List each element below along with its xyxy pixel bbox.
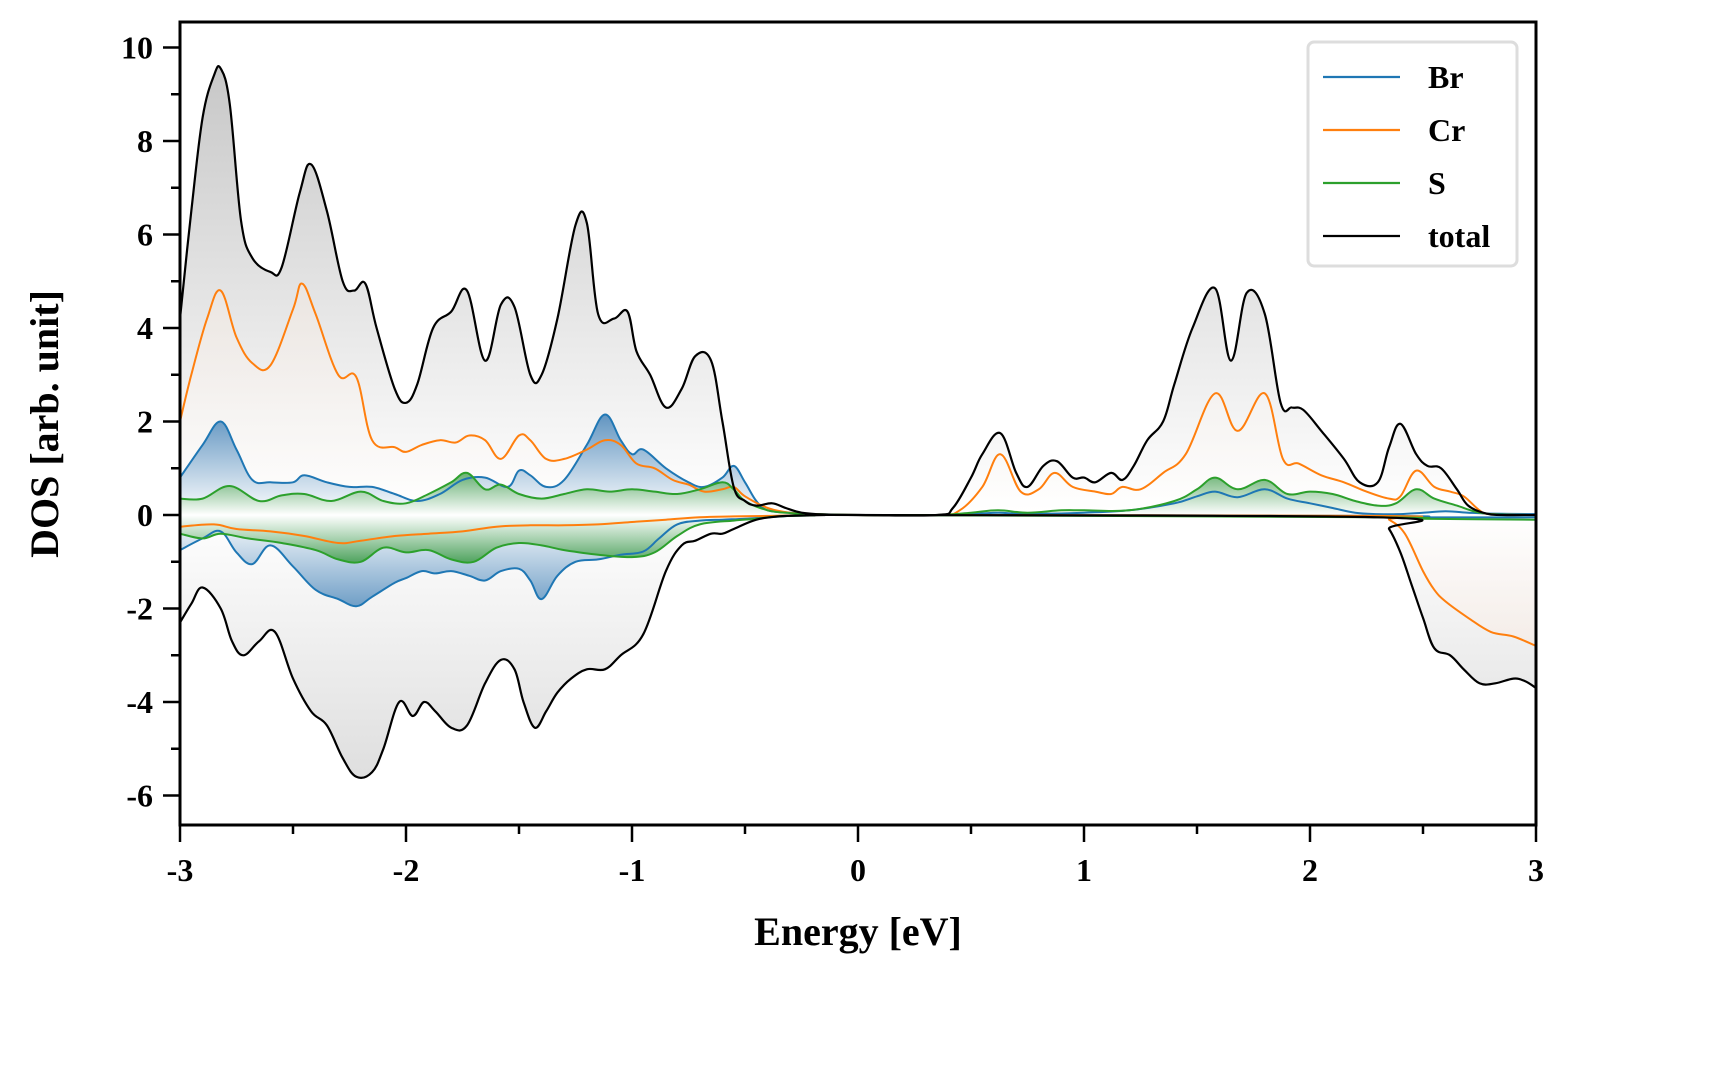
y-tick-label: 2 xyxy=(137,404,153,440)
cr-spin-down-line xyxy=(180,513,1536,647)
cr-spin-up-fill xyxy=(180,283,1536,516)
x-tick-label: 3 xyxy=(1528,852,1544,888)
legend-item-cr: Cr xyxy=(1323,112,1465,148)
total-spin-down-line xyxy=(180,513,1536,779)
y-tick-label: 6 xyxy=(137,217,153,253)
x-tick-label: 1 xyxy=(1076,852,1092,888)
legend-item-total: total xyxy=(1323,218,1490,254)
br-spin-up-fill xyxy=(180,414,1536,516)
legend-item-br: Br xyxy=(1323,59,1464,95)
x-axis-ticks: -3 -2 -1 0 1 2 3 xyxy=(167,825,1544,888)
s-spin-up-line xyxy=(180,471,1536,517)
total-spin-down-fill xyxy=(180,514,1536,778)
s-spin-up-fill xyxy=(180,472,1536,516)
legend-item-s: S xyxy=(1323,165,1446,201)
legend-label: total xyxy=(1428,218,1490,254)
legend-label: S xyxy=(1428,165,1446,201)
x-axis-label: Energy [eV] xyxy=(754,909,962,954)
x-tick-label: 2 xyxy=(1302,852,1318,888)
series-fills xyxy=(180,66,1536,778)
x-tick-label: -2 xyxy=(393,852,420,888)
y-tick-label: -4 xyxy=(126,684,153,720)
y-tick-label: -2 xyxy=(126,591,153,627)
x-tick-label: -1 xyxy=(619,852,646,888)
x-tick-label: -3 xyxy=(167,852,194,888)
total-spin-up-line xyxy=(180,65,1536,517)
legend-frame xyxy=(1306,40,1519,268)
y-tick-label: 4 xyxy=(137,310,153,346)
series-lines xyxy=(180,65,1536,779)
y-tick-label: 10 xyxy=(121,30,153,66)
y-tick-label: -6 xyxy=(126,778,153,814)
y-axis-ticks: -6 -4 -2 0 2 4 6 8 10 xyxy=(121,30,180,814)
total-spin-up-fill xyxy=(180,66,1536,516)
x-tick-label: 0 xyxy=(850,852,866,888)
cr-spin-up-line xyxy=(180,282,1536,517)
y-axis-label: DOS [arb. unit] xyxy=(22,290,67,558)
y-tick-label: 8 xyxy=(137,123,153,159)
s-spin-down-fill xyxy=(180,514,1536,563)
legend-label: Cr xyxy=(1428,112,1465,148)
y-tick-label: 0 xyxy=(137,497,153,533)
plot-area xyxy=(180,65,1536,779)
legend-label: Br xyxy=(1428,59,1464,95)
